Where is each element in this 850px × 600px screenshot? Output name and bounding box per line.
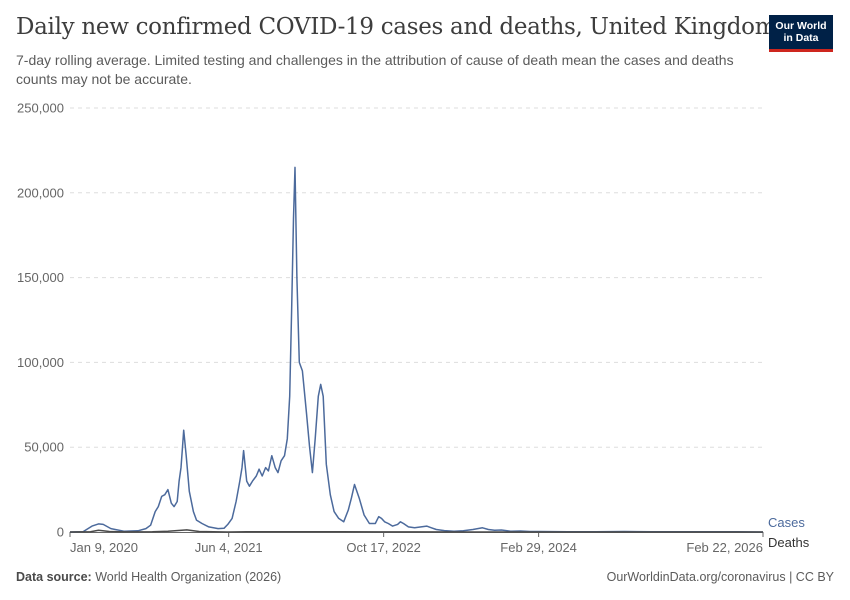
x-tick-label: Oct 17, 2022 <box>346 540 420 555</box>
owid-logo[interactable]: Our World in Data <box>769 15 833 52</box>
series-layer <box>69 166 764 533</box>
y-tick-label: 100,000 <box>17 355 64 370</box>
legend-label-deaths: Deaths <box>768 535 810 550</box>
series-line-cases <box>69 166 764 533</box>
x-tick-label: Jan 9, 2020 <box>70 540 138 555</box>
data-source: Data source: World Health Organization (… <box>16 570 281 584</box>
y-tick-label: 200,000 <box>17 185 64 200</box>
y-tick-label: 50,000 <box>24 440 64 455</box>
footer-credit-link[interactable]: OurWorldinData.org/coronavirus | CC BY <box>606 570 834 584</box>
x-tick-label: Feb 29, 2024 <box>500 540 577 555</box>
data-source-label: Data source: <box>16 570 92 584</box>
x-axis: Jan 9, 2020 Jun 4, 2021 Oct 17, 2022 Feb 29… <box>69 532 764 555</box>
x-tick-label: Feb 22, 2026 <box>686 540 763 555</box>
x-tick-label: Jun 4, 2021 <box>195 540 263 555</box>
legend-layer: Cases Deaths <box>768 515 810 550</box>
logo-line-1: Our World <box>775 20 827 32</box>
y-tick-label: 250,000 <box>17 101 64 116</box>
y-tick-label: 0 <box>57 525 64 540</box>
logo-line-2: in Data <box>783 32 819 44</box>
series-line-deaths <box>69 529 763 533</box>
legend-label-cases: Cases <box>768 515 805 530</box>
chart-title: Daily new confirmed COVID-19 cases and d… <box>16 14 777 40</box>
y-tick-label: 150,000 <box>17 270 64 285</box>
chart-subtitle: 7-day rolling average. Limited testing a… <box>16 52 734 87</box>
grid-layer: 0 50,000 100,000 150,000 200,000 250,000 <box>17 101 763 540</box>
data-source-text: World Health Organization (2026) <box>95 570 282 584</box>
